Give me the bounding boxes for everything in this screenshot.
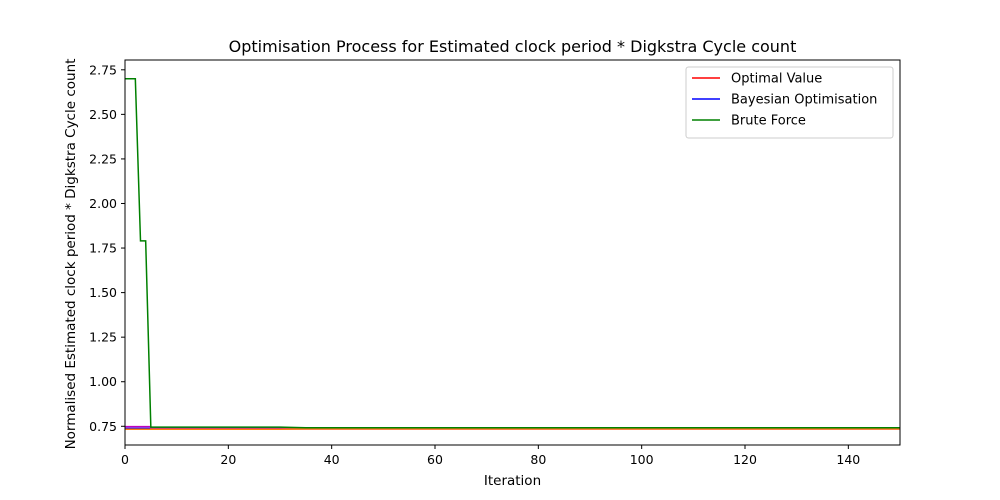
- x-axis-ticks: 0 20 40 60 80 100 120 140: [121, 445, 860, 467]
- x-tick-label: 0: [121, 452, 129, 467]
- x-axis-label: Iteration: [484, 473, 541, 489]
- x-tick-label: 60: [427, 452, 443, 467]
- legend-label: Brute Force: [731, 114, 806, 129]
- series-line-unlabeled-3: [125, 428, 900, 431]
- legend-label: Bayesian Optimisation: [731, 93, 877, 108]
- y-axis-ticks: 0.75 1.00 1.25 1.50 1.75 2.00 2.25 2.50 2.75: [89, 62, 125, 434]
- y-tick-label: 0.75: [89, 419, 117, 434]
- chart-title: Optimisation Process for Estimated clock…: [229, 37, 797, 56]
- x-tick-label: 40: [324, 452, 340, 467]
- y-tick-label: 2.00: [89, 196, 117, 211]
- y-tick-label: 1.00: [89, 374, 117, 389]
- x-tick-label: 120: [733, 452, 757, 467]
- y-tick-label: 1.75: [89, 241, 117, 256]
- y-tick-label: 1.50: [89, 285, 117, 300]
- series-line-brute-force: [125, 77, 900, 429]
- y-tick-label: 2.25: [89, 151, 117, 166]
- legend-box: [685, 66, 894, 139]
- plot-lines: [125, 77, 900, 431]
- legend-label: Optimal Value: [731, 72, 822, 87]
- plot-frame: [124, 59, 901, 446]
- y-tick-label: 2.75: [89, 62, 117, 77]
- y-tick-label: 2.50: [89, 107, 117, 122]
- x-tick-label: 140: [836, 452, 860, 467]
- y-tick-label: 1.25: [89, 330, 117, 345]
- legend: Optimal Value Bayesian Optimisation Brute …: [685, 66, 894, 139]
- y-axis-label: Normalised Estimated clock period * Digk…: [63, 59, 79, 450]
- x-tick-label: 80: [530, 452, 546, 467]
- x-tick-label: 20: [220, 452, 236, 467]
- x-tick-label: 100: [630, 452, 654, 467]
